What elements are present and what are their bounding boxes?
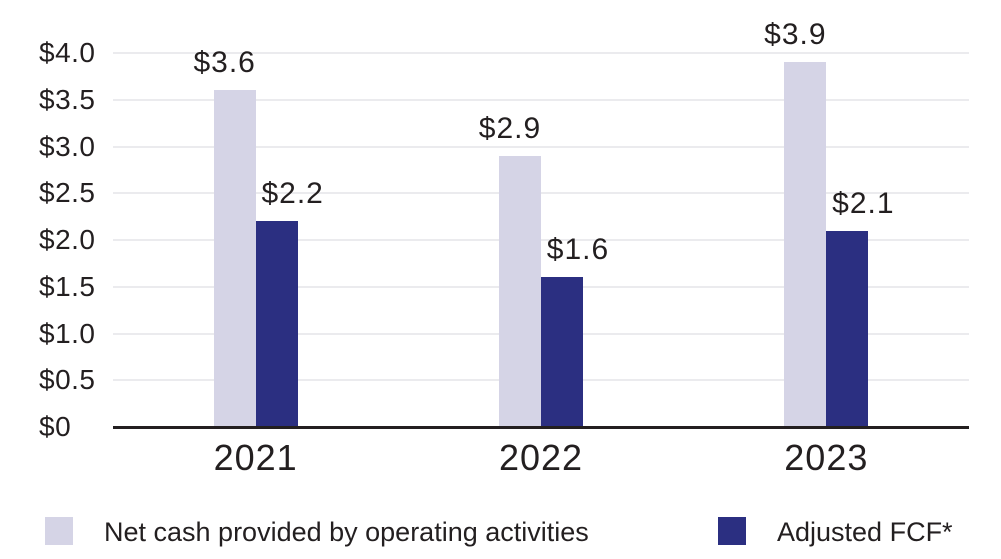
y-tick-label: $3.0 [39, 130, 96, 162]
x-axis-line [113, 426, 969, 429]
bar-2023-series-0 [784, 62, 827, 427]
bar-2023-series-1 [826, 230, 869, 427]
y-tick-label: $1.0 [39, 317, 96, 349]
bar-2022-series-1 [541, 277, 583, 427]
bar-value-label: $1.6 [546, 233, 610, 267]
x-tick-label-2021: 2021 [213, 437, 298, 478]
bar-value-label: $3.6 [193, 46, 256, 80]
y-tick-label: $2.0 [39, 224, 96, 255]
gridline [113, 192, 969, 195]
legend-swatch-adjusted-fcf [718, 517, 746, 545]
gridline [113, 145, 969, 148]
bar-group-2023: $3.9 $2.1 [764, 18, 894, 427]
x-tick-label-2023: 2023 [784, 437, 869, 478]
legend-swatch-operating-cash [45, 517, 73, 545]
y-tick-label: $0.5 [39, 364, 96, 396]
y-tick-label: $3.5 [39, 83, 96, 115]
y-tick-label: $2.5 [39, 177, 96, 209]
bar-value-label: $2.2 [261, 177, 324, 211]
bar-value-label: $2.9 [478, 111, 542, 145]
legend-label-adjusted-fcf: Adjusted FCF* [777, 517, 953, 547]
bar-group-2021: $3.6 $2.2 [193, 46, 323, 427]
bar-group-2022: $2.9 $1.6 [479, 53, 608, 427]
y-tick-label: $0 [39, 411, 72, 442]
legend-label-operating-cash: Net cash provided by operating activitie… [104, 517, 589, 547]
bar-2021-series-1 [255, 221, 298, 427]
y-tick-label: $1.5 [39, 270, 96, 302]
gridline [113, 98, 969, 101]
bar-2022-series-0 [499, 155, 541, 427]
y-tick-label: $4.0 [39, 37, 96, 68]
bar-value-label: $2.1 [832, 186, 895, 220]
gridline [113, 52, 969, 54]
gridline [113, 239, 969, 241]
bar-2021-series-0 [213, 90, 256, 427]
plot-area: $3.6 $2.2 $2.9 $1.6 $3.9 $2.1 [113, 18, 969, 429]
x-tick-label-2022: 2022 [498, 437, 584, 478]
bar-value-label: $3.9 [764, 18, 827, 52]
